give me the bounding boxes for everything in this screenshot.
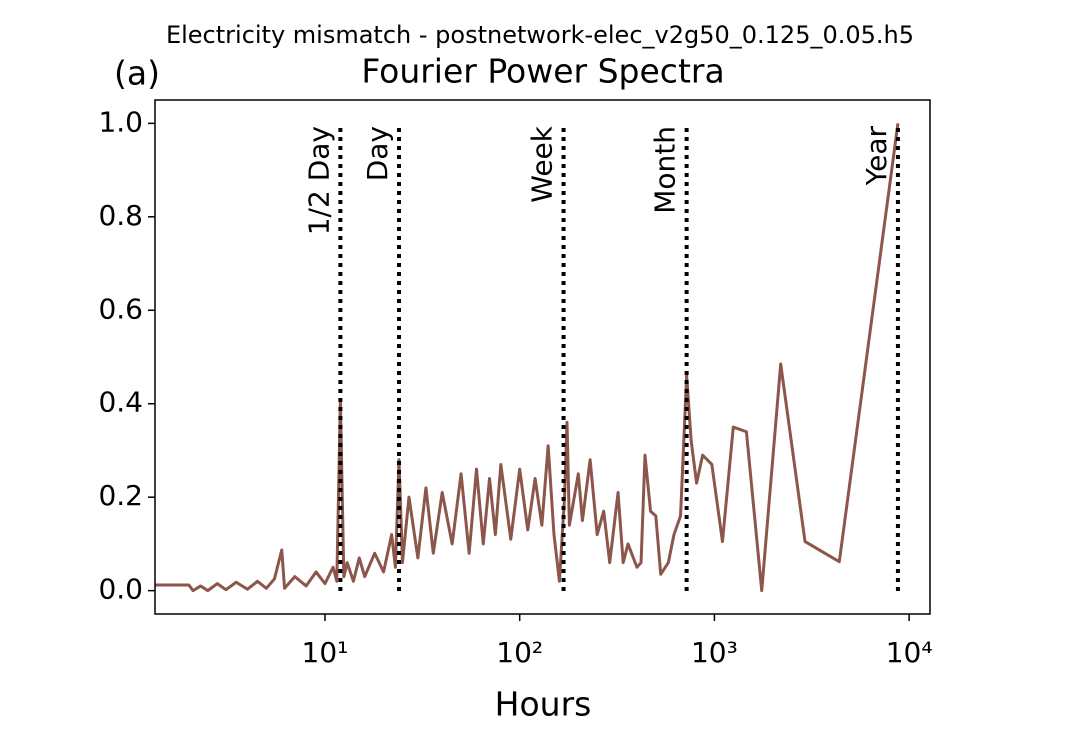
x-tick-label: 10³ [691, 636, 738, 669]
x-axis-label: Hours [495, 685, 592, 724]
x-tick-label: 10⁴ [886, 636, 933, 669]
reference-label: Month [649, 126, 682, 214]
y-tick-label: 0.2 [98, 479, 143, 512]
chart-title: Electricity mismatch - postnetwork-elec_… [166, 21, 914, 49]
y-tick-label: 1.0 [98, 105, 143, 138]
y-tick-label: 0.4 [98, 386, 143, 419]
x-tick-label: 10² [496, 636, 543, 669]
chart-subtitle: Fourier Power Spectra [361, 52, 724, 91]
y-tick-label: 0.6 [98, 292, 143, 325]
plot-frame [154, 99, 931, 615]
reference-label: Year [860, 126, 893, 187]
x-tick-label: 10¹ [302, 636, 349, 669]
y-tick-label: 0.0 [98, 573, 143, 606]
panel-label: (a) [114, 54, 160, 93]
y-tick-label: 0.8 [98, 199, 143, 232]
reference-label: Day [361, 126, 394, 181]
spectrum-line [155, 123, 900, 593]
reference-label: 1/2 Day [302, 126, 335, 235]
reference-label: Week [526, 125, 559, 202]
